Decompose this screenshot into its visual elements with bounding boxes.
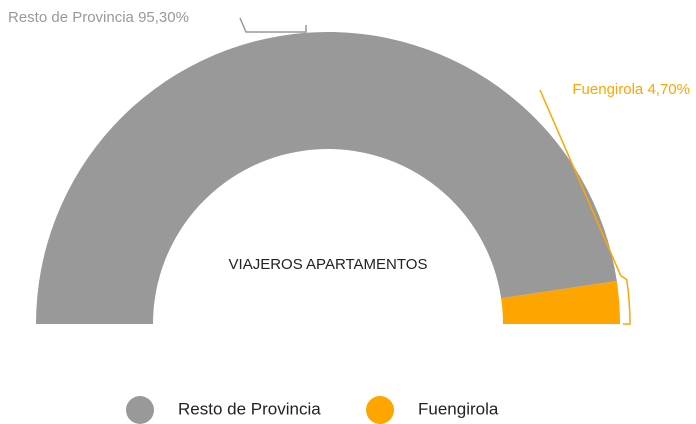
arc-segment — [501, 281, 620, 324]
legend-swatch — [366, 396, 394, 424]
leader-line — [620, 274, 631, 325]
chart-title: VIAJEROS APARTAMENTOS — [229, 256, 428, 273]
label-value: 95,30% — [138, 9, 189, 26]
leader-connector — [539, 89, 622, 276]
data-label: Fuengirola 4,70% — [572, 81, 690, 98]
label-value: 4,70% — [647, 81, 690, 98]
legend-label: Fuengirola — [418, 399, 499, 418]
data-label: Resto de Provincia 95,30% — [8, 9, 189, 26]
arc-segment — [36, 32, 617, 324]
label-name: Resto de Provincia — [8, 9, 135, 26]
leader-line — [239, 17, 307, 33]
label-name: Fuengirola — [572, 81, 644, 98]
legend-swatch — [126, 396, 154, 424]
legend-label: Resto de Provincia — [178, 399, 321, 418]
